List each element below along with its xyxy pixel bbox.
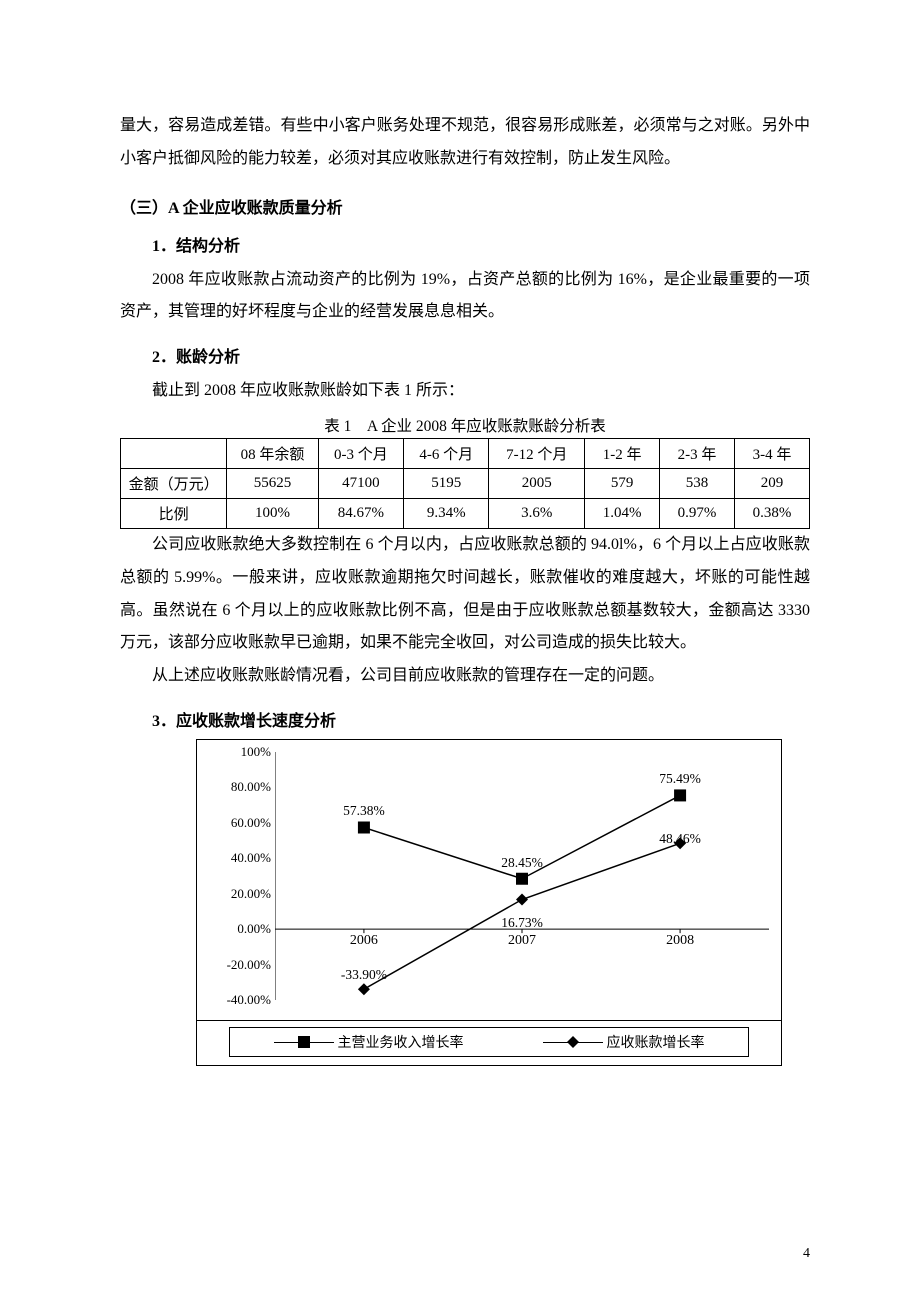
table-row: 比例100%84.67%9.34%3.6%1.04%0.97%0.38% — [121, 498, 810, 528]
table-cell: 55625 — [227, 468, 319, 498]
table-cell: 2005 — [489, 468, 585, 498]
chart-y-tick: -40.00% — [227, 992, 271, 1008]
chart-x-category: 2008 — [666, 933, 694, 949]
chart-y-tick: 40.00% — [231, 850, 271, 866]
chart-point-label: 48.46% — [659, 831, 701, 847]
subheading-1: 1．结构分析 — [120, 232, 810, 256]
legend-item: 应收账款增长率 — [543, 1032, 705, 1052]
sub2-intro: 截止到 2008 年应收账款账龄如下表 1 所示： — [120, 375, 810, 408]
sub2-para2: 从上述应收账款账龄情况看，公司目前应收账款的管理存在一定的问题。 — [120, 660, 810, 693]
chart-y-tick: 60.00% — [231, 815, 271, 831]
growth-chart: 100% 80.00% 60.00% 40.00% 20.00% 0.00% -20.00%… — [196, 739, 782, 1066]
chart-y-tick: 80.00% — [231, 779, 271, 795]
table-caption: 表 1 A 企业 2008 年应收账款账龄分析表 — [120, 414, 810, 436]
table-header-cell: 08 年余额 — [227, 438, 319, 468]
chart-y-tick: -20.00% — [227, 957, 271, 973]
legend-label: 应收账款增长率 — [607, 1032, 705, 1052]
table-cell: 0.38% — [735, 498, 810, 528]
table-cell: 9.34% — [404, 498, 489, 528]
aging-table: 08 年余额0-3 个月4-6 个月7-12 个月1-2 年2-3 年3-4 年… — [120, 438, 810, 529]
table-cell: 3.6% — [489, 498, 585, 528]
table-cell: 比例 — [121, 498, 227, 528]
table-cell: 84.67% — [318, 498, 403, 528]
chart-point-label: 75.49% — [659, 771, 701, 787]
table-header-cell: 2-3 年 — [660, 438, 735, 468]
table-cell: 0.97% — [660, 498, 735, 528]
sub2-para1: 公司应收账款绝大多数控制在 6 个月以内，占应收账款总额的 94.0l%，6 个… — [120, 529, 810, 660]
page-number: 4 — [803, 1246, 810, 1262]
chart-y-tick: 100% — [241, 744, 271, 760]
table-cell: 579 — [585, 468, 660, 498]
table-cell: 100% — [227, 498, 319, 528]
chart-y-axis: 100% 80.00% 60.00% 40.00% 20.00% 0.00% -20.00%… — [197, 740, 275, 1020]
chart-x-category: 2007 — [508, 933, 536, 949]
chart-point-label: 57.38% — [343, 803, 385, 819]
table-header-cell: 3-4 年 — [735, 438, 810, 468]
chart-y-tick: 20.00% — [231, 886, 271, 902]
chart-plot-area: 2006 2007 2008 57.38% 28.45% 75.49% -33.90% 16.… — [275, 752, 769, 1000]
table-header-cell: 7-12 个月 — [489, 438, 585, 468]
table-cell: 47100 — [318, 468, 403, 498]
chart-y-tick: 0.00% — [237, 921, 271, 937]
chart-point-label: 16.73% — [501, 915, 543, 931]
table-cell: 金额（万元） — [121, 468, 227, 498]
table-header-cell — [121, 438, 227, 468]
sub1-paragraph: 2008 年应收账款占流动资产的比例为 19%，占资产总额的比例为 16%，是企… — [120, 264, 810, 330]
section-3-heading: （三）A 企业应收账款质量分析 — [120, 194, 810, 218]
chart-point-label: 28.45% — [501, 855, 543, 871]
chart-x-category: 2006 — [350, 933, 378, 949]
table-cell: 209 — [735, 468, 810, 498]
legend-item: 主营业务收入增长率 — [274, 1032, 464, 1052]
subheading-3: 3．应收账款增长速度分析 — [120, 707, 810, 731]
legend-label: 主营业务收入增长率 — [338, 1032, 464, 1052]
table-cell: 1.04% — [585, 498, 660, 528]
table-row: 金额（万元）556254710051952005579538209 — [121, 468, 810, 498]
intro-paragraph: 量大，容易造成差错。有些中小客户账务处理不规范，很容易形成账差，必须常与之对账。… — [120, 110, 810, 176]
table-cell: 538 — [660, 468, 735, 498]
subheading-2: 2．账龄分析 — [120, 343, 810, 367]
chart-point-label: -33.90% — [341, 967, 387, 983]
table-header-cell: 4-6 个月 — [404, 438, 489, 468]
table-header-cell: 0-3 个月 — [318, 438, 403, 468]
chart-legend: 主营业务收入增长率 应收账款增长率 — [197, 1020, 781, 1065]
table-cell: 5195 — [404, 468, 489, 498]
table-header-cell: 1-2 年 — [585, 438, 660, 468]
